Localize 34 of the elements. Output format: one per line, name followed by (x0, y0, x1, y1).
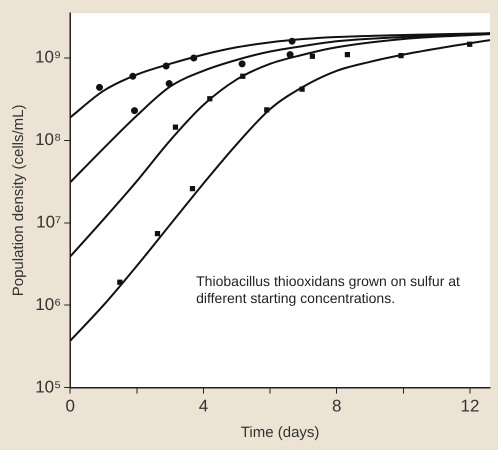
point (190, 54, 198, 62)
point (190, 186, 196, 192)
y-tick-label: 10⁵ (35, 377, 62, 396)
y-tick-label: 10⁷ (36, 212, 62, 232)
point (310, 54, 316, 59)
point (117, 280, 122, 285)
y-tick-label: 10⁶ (35, 294, 62, 314)
point (288, 38, 296, 45)
point (240, 74, 246, 79)
annotation: Thiobacillus thiooxidans grown on sulfur at different starting concentrations. (196, 273, 460, 306)
x-tick-label: 12 (460, 396, 480, 416)
point (166, 80, 173, 88)
point (238, 60, 246, 68)
y-tick-label: 10⁹ (34, 48, 62, 67)
point (398, 52, 404, 58)
y-axis-title: Population density (cells/mL) (10, 104, 28, 296)
point (467, 42, 472, 47)
point (129, 72, 136, 80)
x-tick-label: 4 (198, 396, 208, 416)
point (130, 107, 138, 114)
point (286, 51, 294, 58)
line-series (70, 39, 490, 342)
point (172, 124, 178, 130)
x-axis-title: Time (days) (240, 424, 320, 442)
point (154, 230, 160, 236)
point (207, 96, 212, 102)
y-tick-label: 10⁸ (35, 130, 62, 150)
point (162, 62, 170, 70)
x-tick-label: 8 (332, 396, 342, 416)
point (264, 107, 270, 112)
point (344, 52, 350, 58)
point (299, 86, 305, 92)
x-tick-label: 0 (65, 396, 75, 416)
point (96, 84, 104, 91)
